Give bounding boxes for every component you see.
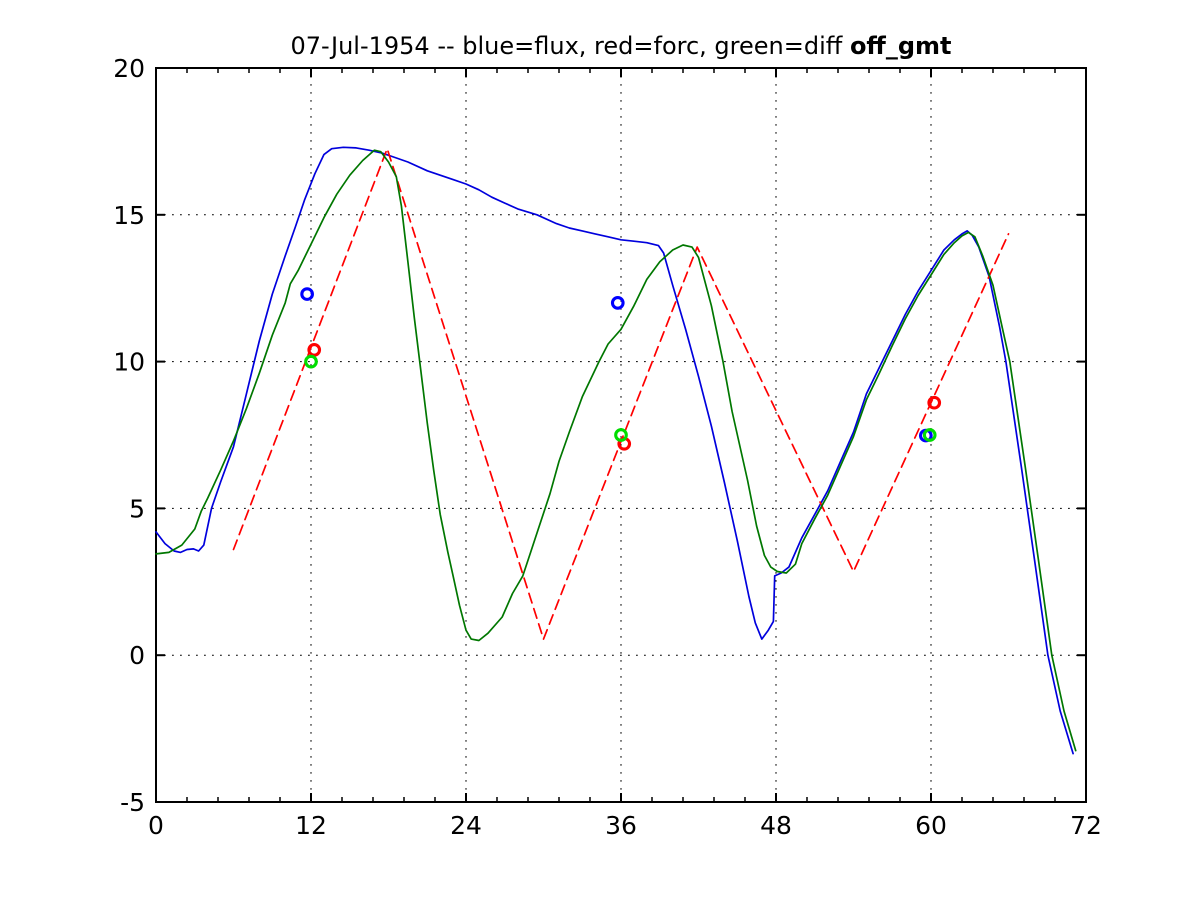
marker-forc [307, 343, 322, 357]
marker-flux [610, 296, 625, 310]
y-tick-label: 5 [129, 494, 145, 523]
x-tick-label: 12 [295, 811, 327, 840]
x-tick-label: 24 [450, 811, 482, 840]
y-tick-label: 0 [129, 641, 145, 670]
marker-flux [300, 287, 314, 301]
marker-diff [614, 428, 628, 442]
y-tick-label: 20 [113, 54, 145, 83]
x-tick-label: 72 [1070, 811, 1102, 840]
y-tick-label: -5 [120, 788, 145, 817]
axes-box [155, 67, 1087, 803]
chart-title-main: 07-Jul-1954 -- blue=flux, red=forc, gree… [290, 32, 843, 60]
marker-forc [927, 395, 942, 410]
x-tick-label: 48 [760, 811, 792, 840]
x-tick-label: 36 [605, 811, 637, 840]
y-tick-label: 15 [113, 201, 145, 230]
series-flux-line [155, 146, 1074, 755]
chart-title: 07-Jul-1954 -- blue=flux, red=forc, gree… [156, 32, 1086, 60]
marker-diff [304, 354, 318, 369]
marker-diff [922, 428, 937, 442]
y-tick-label: 10 [113, 348, 145, 377]
chart-title-suffix: off_gmt [849, 32, 952, 60]
x-tick-label: 0 [148, 811, 164, 840]
x-tick-label: 60 [915, 811, 947, 840]
series-diff-line [155, 149, 1077, 752]
